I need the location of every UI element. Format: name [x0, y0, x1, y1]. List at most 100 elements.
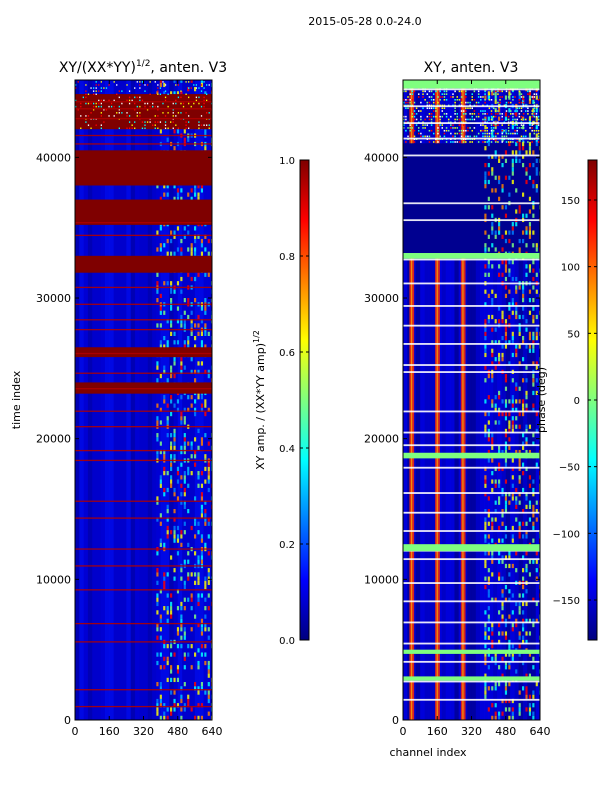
active-cell — [159, 247, 162, 252]
active-cell — [532, 298, 535, 303]
active-cell — [522, 213, 525, 218]
active-cell — [187, 542, 190, 547]
active-cell — [535, 365, 538, 370]
active-cell — [159, 441, 162, 446]
noise-cell — [154, 127, 156, 130]
noise-cell — [85, 115, 87, 117]
active-cell — [197, 361, 200, 366]
noise-cell — [411, 90, 414, 93]
noise-cell — [490, 141, 493, 143]
noise-cell — [430, 96, 433, 98]
active-cell — [197, 483, 200, 488]
active-cell — [487, 319, 490, 324]
active-cell — [504, 631, 508, 636]
noise-cell — [139, 99, 141, 102]
noise-cell — [454, 118, 456, 121]
active-cell — [528, 694, 532, 699]
active-cell — [197, 593, 200, 598]
noise-cell — [490, 110, 493, 112]
active-cell — [484, 95, 487, 100]
active-cell — [518, 146, 521, 151]
noise-cell — [80, 105, 82, 108]
active-cell — [484, 563, 487, 569]
noise-cell — [159, 93, 162, 96]
active-cell — [522, 568, 525, 573]
channel-band — [488, 80, 494, 720]
active-cell — [187, 192, 190, 197]
noise-cell — [100, 105, 102, 108]
noise-cell — [203, 124, 205, 126]
noise-cell — [454, 141, 456, 143]
active-cell — [484, 424, 487, 429]
active-cell — [207, 517, 210, 522]
active-cell — [532, 492, 535, 497]
noise-cell — [162, 112, 164, 114]
active-cell — [484, 179, 487, 185]
active-cell — [487, 707, 490, 712]
active-cell — [491, 243, 494, 248]
active-cell — [183, 407, 186, 412]
active-cell — [511, 483, 514, 488]
active-cell — [173, 196, 176, 201]
noise-cell — [103, 121, 105, 123]
noise-cell — [428, 135, 431, 138]
active-cell — [484, 171, 487, 176]
active-cell — [163, 492, 166, 497]
active-cell — [484, 319, 487, 324]
noise-cell — [467, 101, 469, 104]
active-cell — [194, 344, 197, 349]
active-cell — [156, 551, 159, 556]
active-cell — [170, 441, 173, 446]
noise-cell — [95, 84, 97, 86]
active-cell — [187, 509, 190, 514]
active-cell — [180, 357, 183, 362]
noise-cell — [424, 118, 426, 121]
active-cell — [522, 660, 525, 666]
active-cell — [522, 487, 525, 493]
active-cell — [207, 551, 210, 556]
saturated-band — [75, 255, 212, 273]
noise-cell — [128, 99, 131, 102]
channel-band — [173, 80, 179, 720]
noise-cell — [80, 127, 82, 130]
noise-cell — [484, 93, 486, 95]
active-cell — [508, 260, 511, 265]
active-cell — [504, 665, 508, 670]
active-cell — [532, 243, 535, 248]
noise-cell — [465, 96, 467, 98]
active-cell — [498, 108, 501, 113]
noise-cell — [456, 98, 459, 101]
active-cell — [163, 365, 166, 370]
flag-line — [403, 642, 540, 645]
noise-cell — [488, 96, 491, 98]
noise-cell — [490, 127, 493, 129]
noise-cell — [409, 93, 411, 95]
noise-cell — [154, 105, 156, 108]
active-cell — [518, 479, 521, 484]
active-cell — [484, 272, 487, 277]
noise-cell — [522, 98, 525, 101]
active-cell — [180, 601, 183, 607]
noise-cell — [177, 112, 180, 114]
active-cell — [532, 618, 535, 623]
active-cell — [487, 373, 490, 379]
active-cell — [487, 618, 490, 623]
noise-cell — [75, 87, 77, 89]
noise-cell — [514, 118, 516, 121]
active-cell — [532, 260, 535, 265]
noise-cell — [456, 132, 459, 135]
active-cell — [170, 669, 173, 674]
active-cell — [532, 656, 535, 661]
active-cell — [487, 635, 490, 640]
noise-cell — [98, 90, 100, 92]
noise-cell — [535, 93, 538, 95]
active-cell — [180, 534, 183, 539]
noise-cell — [87, 124, 90, 126]
active-cell — [525, 378, 528, 383]
noise-cell — [490, 113, 493, 115]
active-cell — [498, 226, 501, 231]
active-cell — [484, 576, 487, 581]
active-cell — [525, 551, 528, 556]
active-cell — [525, 272, 528, 277]
active-cell — [166, 707, 169, 712]
